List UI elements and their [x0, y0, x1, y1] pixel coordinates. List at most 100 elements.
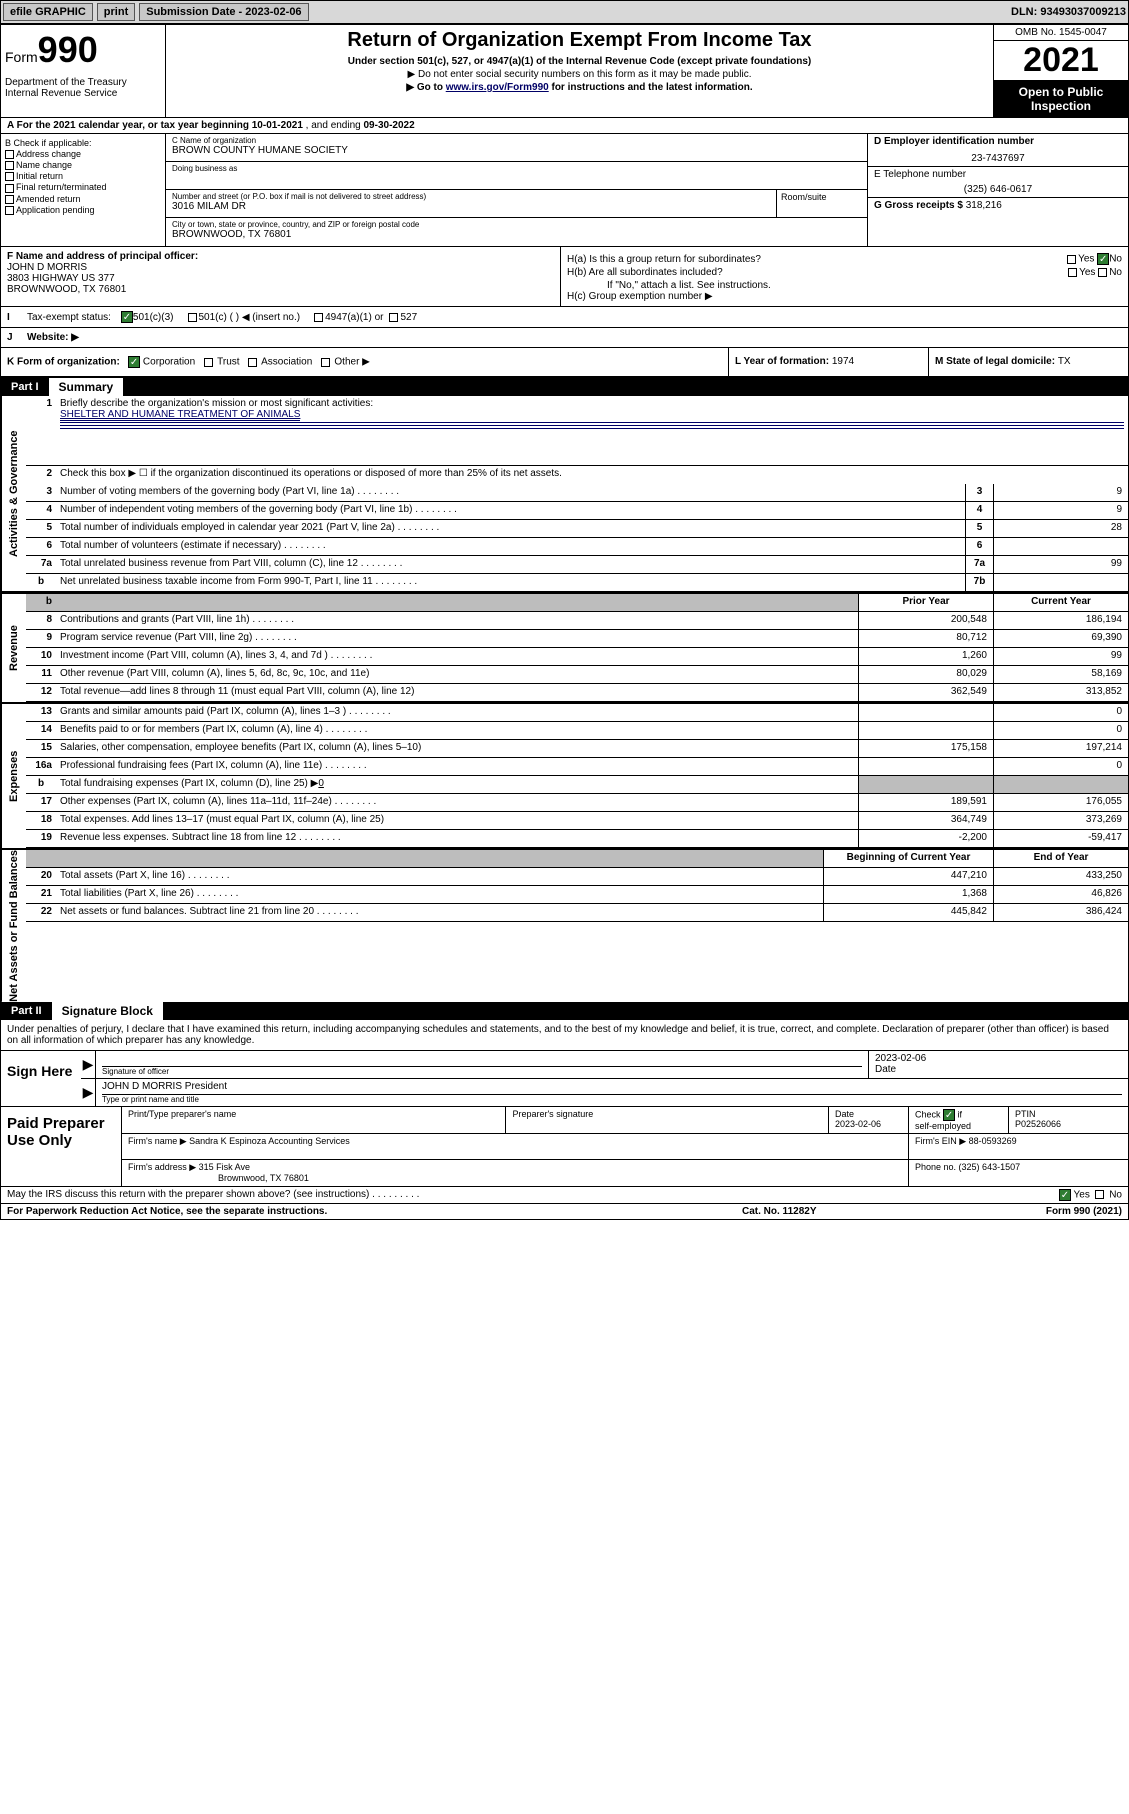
submission-date: Submission Date - 2023-02-06: [139, 3, 308, 21]
phone-label: E Telephone number: [874, 169, 1122, 180]
py12: 362,549: [858, 684, 993, 701]
header-right: OMB No. 1545-0047 2021 Open to Public In…: [993, 25, 1128, 117]
officer-addr2: BROWNWOOD, TX 76801: [7, 284, 126, 295]
chk-501c3[interactable]: ✓: [121, 311, 133, 323]
discuss-question: May the IRS discuss this return with the…: [7, 1189, 369, 1200]
cy21: 46,826: [993, 886, 1128, 903]
cat-number: Cat. No. 11282Y: [742, 1206, 942, 1217]
py13: [858, 704, 993, 721]
ein-value: 23-7437697: [874, 153, 1122, 164]
addr-value: 3016 MILAM DR: [172, 201, 770, 212]
chk-corp[interactable]: ✓: [128, 356, 140, 368]
chk-527[interactable]: [389, 313, 398, 322]
irs-link[interactable]: www.irs.gov/Form990: [446, 82, 549, 93]
line7a: Total unrelated business revenue from Pa…: [56, 556, 965, 573]
self-employed-label: self-employed: [915, 1121, 971, 1131]
firm-phone: (325) 643-1507: [959, 1162, 1021, 1172]
dln: DLN: 93493037009213: [1011, 6, 1126, 18]
officer-name-title: JOHN D MORRIS President: [102, 1081, 1122, 1095]
row-i-tax-status: I Tax-exempt status: ✓ 501(c)(3) 501(c) …: [1, 307, 1128, 328]
firm-addr2: Brownwood, TX 76801: [218, 1173, 309, 1183]
discuss-no[interactable]: [1095, 1190, 1104, 1199]
prep-date-label: Date: [835, 1109, 854, 1119]
dept-treasury: Department of the Treasury Internal Reve…: [5, 77, 161, 99]
gross-receipts-value: 318,216: [966, 200, 1002, 211]
sig-date-label: Date: [875, 1064, 1122, 1075]
phone-value: (325) 646-0617: [874, 184, 1122, 195]
dba-label: Doing business as: [172, 164, 861, 173]
py8: 200,548: [858, 612, 993, 629]
py15: 175,158: [858, 740, 993, 757]
form-header: Form990 Department of the Treasury Inter…: [1, 25, 1128, 118]
py21: 1,368: [823, 886, 993, 903]
cy16a: 0: [993, 758, 1128, 775]
chk-501c[interactable]: [188, 313, 197, 322]
line1-label: Briefly describe the organization's miss…: [60, 398, 373, 409]
chk-address-change[interactable]: [5, 150, 14, 159]
col-b-header: B Check if applicable:: [5, 138, 161, 148]
val5: 28: [993, 520, 1128, 537]
chk-trust[interactable]: [204, 358, 213, 367]
chk-final-return[interactable]: [5, 184, 14, 193]
cy9: 69,390: [993, 630, 1128, 647]
chk-4947[interactable]: [314, 313, 323, 322]
line13: Grants and similar amounts paid (Part IX…: [56, 704, 858, 721]
line4: Number of independent voting members of …: [56, 502, 965, 519]
sig-arrow-icon-2: ▶: [81, 1079, 95, 1106]
org-name: BROWN COUNTY HUMANE SOCIETY: [172, 145, 861, 156]
ha-yes[interactable]: [1067, 255, 1076, 264]
cy22: 386,424: [993, 904, 1128, 921]
line16a: Professional fundraising fees (Part IX, …: [56, 758, 858, 775]
py18: 364,749: [858, 812, 993, 829]
col-c-org-info: C Name of organization BROWN COUNTY HUMA…: [166, 134, 868, 246]
section-bcde: B Check if applicable: Address change Na…: [1, 134, 1128, 247]
chk-name-change[interactable]: [5, 161, 14, 170]
officer-addr1: 3803 HIGHWAY US 377: [7, 273, 115, 284]
line17: Other expenses (Part IX, column (A), lin…: [56, 794, 858, 811]
line9: Program service revenue (Part VIII, line…: [56, 630, 858, 647]
section-fh: F Name and address of principal officer:…: [1, 247, 1128, 307]
chk-app-pending[interactable]: [5, 206, 14, 215]
summary-revenue: Revenue bPrior YearCurrent Year 8Contrib…: [1, 592, 1128, 702]
line21: Total liabilities (Part X, line 26): [56, 886, 823, 903]
print-button[interactable]: print: [97, 3, 135, 21]
py17: 189,591: [858, 794, 993, 811]
ha-no[interactable]: ✓: [1097, 253, 1109, 265]
cy11: 58,169: [993, 666, 1128, 683]
chk-self-employed[interactable]: ✓: [943, 1109, 955, 1121]
line22: Net assets or fund balances. Subtract li…: [56, 904, 823, 921]
hb-label: H(b) Are all subordinates included?: [567, 267, 1068, 278]
hb-no[interactable]: [1098, 268, 1107, 277]
hc-label: H(c) Group exemption number ▶: [567, 291, 1122, 302]
discuss-yes[interactable]: ✓: [1059, 1189, 1071, 1201]
chk-initial-return[interactable]: [5, 172, 14, 181]
py10: 1,260: [858, 648, 993, 665]
chk-amended[interactable]: [5, 195, 14, 204]
chk-other[interactable]: [321, 358, 330, 367]
line7b: Net unrelated business taxable income fr…: [56, 574, 965, 591]
paid-preparer-block: Paid Preparer Use Only Print/Type prepar…: [1, 1107, 1128, 1187]
hdr-prior-year: Prior Year: [858, 594, 993, 611]
col-de: D Employer identification number 23-7437…: [868, 134, 1128, 246]
city-label: City or town, state or province, country…: [172, 220, 861, 229]
tab-netassets: Net Assets or Fund Balances: [1, 850, 26, 1002]
cy17: 176,055: [993, 794, 1128, 811]
firm-name: Sandra K Espinoza Accounting Services: [189, 1136, 350, 1146]
line15: Salaries, other compensation, employee b…: [56, 740, 858, 757]
form-year-footer: Form 990 (2021): [942, 1206, 1122, 1217]
cy20: 433,250: [993, 868, 1128, 885]
chk-assoc[interactable]: [248, 358, 257, 367]
pra-notice: For Paperwork Reduction Act Notice, see …: [7, 1206, 742, 1217]
hdr-boc: Beginning of Current Year: [823, 850, 993, 867]
line19: Revenue less expenses. Subtract line 18 …: [56, 830, 858, 847]
prep-sig-label: Preparer's signature: [512, 1109, 593, 1119]
col-b-checkboxes: B Check if applicable: Address change Na…: [1, 134, 166, 246]
part1-header: Part I Summary: [1, 378, 1128, 396]
line10: Investment income (Part VIII, column (A)…: [56, 648, 858, 665]
hb-yes[interactable]: [1068, 268, 1077, 277]
py22: 445,842: [823, 904, 993, 921]
line14: Benefits paid to or for members (Part IX…: [56, 722, 858, 739]
cy10: 99: [993, 648, 1128, 665]
irs-discuss-row: May the IRS discuss this return with the…: [1, 1187, 1128, 1203]
subtitle-2: ▶ Do not enter social security numbers o…: [172, 69, 987, 80]
